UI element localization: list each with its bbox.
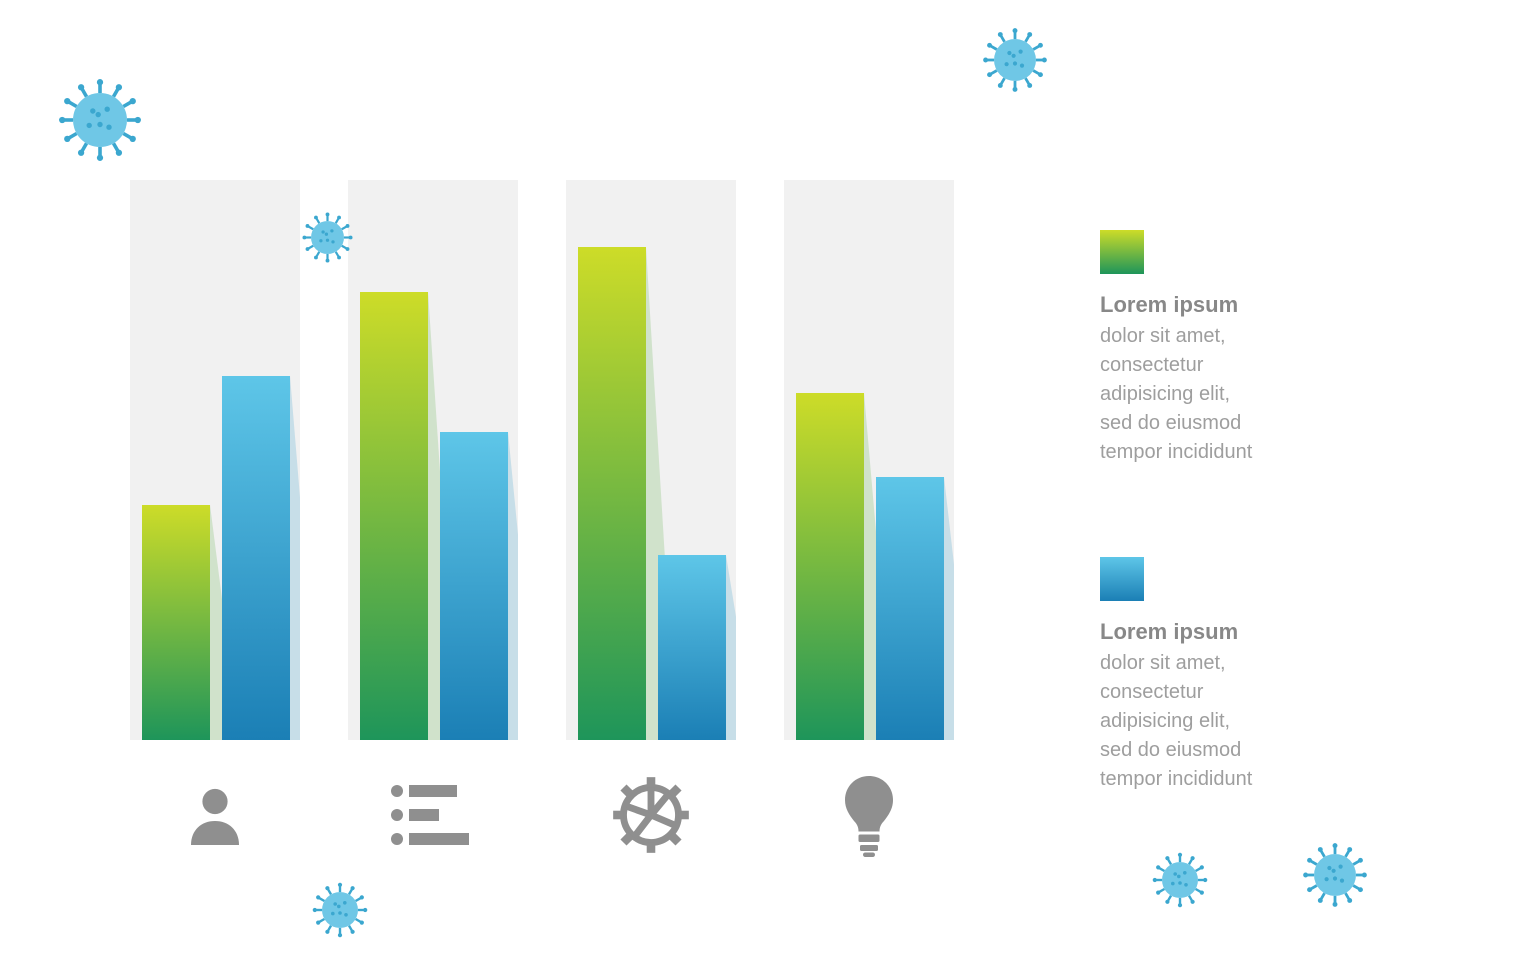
legend-body: dolor sit amet, consectetur adipisicing … (1100, 322, 1400, 467)
person-icon (130, 770, 300, 860)
infographic-stage: Lorem ipsum dolor sit amet, consectetur … (0, 0, 1531, 980)
chart-legend: Lorem ipsum dolor sit amet, consectetur … (1100, 230, 1400, 884)
bar-blue (222, 376, 290, 740)
legend-title: Lorem ipsum (1100, 292, 1400, 318)
bar-green (578, 247, 646, 740)
bar-blue (876, 477, 944, 740)
legend-swatch-green (1100, 230, 1144, 274)
gear-icon (566, 770, 736, 860)
lightbulb-icon (784, 770, 954, 860)
legend-item-blue: Lorem ipsum dolor sit amet, consectetur … (1100, 557, 1400, 794)
chart-panels (130, 180, 954, 740)
category-icons-row (130, 770, 954, 860)
legend-swatch-blue (1100, 557, 1144, 601)
legend-body: dolor sit amet, consectetur adipisicing … (1100, 649, 1400, 794)
chart-panel-3 (566, 180, 736, 740)
bar-green (142, 505, 210, 740)
virus-icon (300, 210, 355, 270)
chart-panel-4 (784, 180, 954, 740)
legend-title: Lorem ipsum (1100, 619, 1400, 645)
virus-icon (310, 880, 370, 945)
bar-green (796, 393, 864, 740)
chart-panel-2 (348, 180, 518, 740)
list-icon (348, 770, 518, 860)
virus-icon (1300, 840, 1370, 915)
chart-panel-1 (130, 180, 300, 740)
virus-icon (1150, 850, 1210, 915)
virus-icon (980, 25, 1050, 100)
bar-green (360, 292, 428, 740)
bar-blue (658, 555, 726, 740)
bar-blue (440, 432, 508, 740)
legend-item-green: Lorem ipsum dolor sit amet, consectetur … (1100, 230, 1400, 467)
virus-icon (55, 75, 145, 170)
